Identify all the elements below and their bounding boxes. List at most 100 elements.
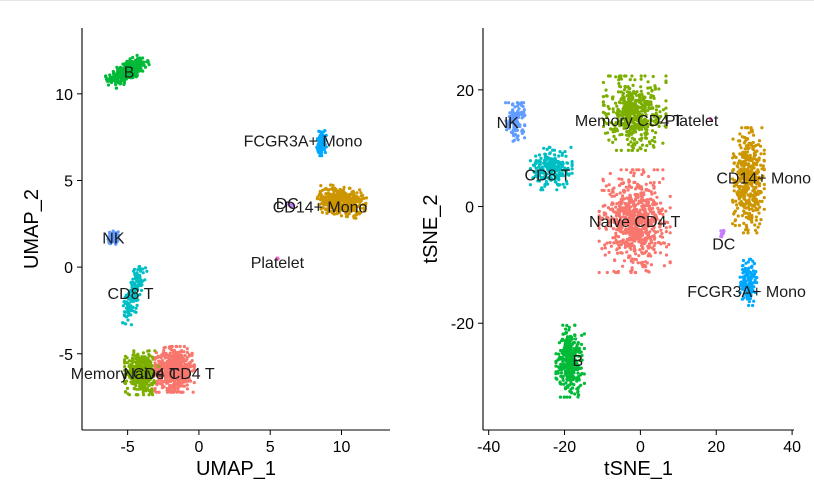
data-point [550, 177, 554, 181]
data-point [746, 231, 750, 235]
data-point [762, 187, 766, 191]
data-point [123, 390, 128, 394]
data-point [570, 167, 574, 171]
data-point [634, 187, 638, 191]
data-point [644, 227, 648, 231]
data-point [107, 234, 111, 238]
data-point [125, 300, 129, 304]
data-point [342, 185, 346, 189]
data-point [353, 204, 357, 208]
data-point [628, 193, 632, 197]
data-point [553, 172, 557, 176]
data-point [622, 197, 627, 201]
data-point [657, 180, 662, 185]
data-point [642, 203, 646, 207]
data-point [735, 203, 739, 207]
data-point [141, 61, 145, 65]
data-point [327, 188, 331, 192]
data-point [622, 121, 626, 126]
data-point [125, 59, 129, 63]
data-point [618, 224, 622, 228]
data-point [634, 102, 638, 106]
data-point [128, 57, 132, 61]
data-point [185, 383, 189, 387]
data-point [614, 270, 618, 275]
data-point [647, 242, 652, 246]
data-point [639, 85, 643, 89]
data-point [572, 376, 576, 380]
data-point [752, 166, 756, 170]
data-point [171, 356, 175, 360]
data-point [600, 247, 604, 251]
data-point [122, 79, 126, 83]
data-point [645, 128, 649, 132]
data-point [757, 211, 761, 215]
cluster-label: Naive CD4 T [589, 214, 681, 231]
data-point [158, 382, 162, 386]
data-point [621, 194, 625, 198]
data-point [331, 211, 335, 215]
data-point [748, 195, 752, 199]
data-point [126, 318, 130, 322]
data-point [743, 151, 747, 155]
data-point [138, 293, 142, 297]
data-point [630, 168, 635, 172]
data-point [570, 343, 574, 347]
data-point [537, 165, 541, 169]
data-point [647, 218, 652, 222]
data-point [617, 84, 622, 88]
data-point [630, 144, 634, 148]
data-point [330, 187, 334, 191]
data-point [668, 225, 672, 229]
data-point [547, 165, 551, 169]
data-point [182, 364, 186, 368]
data-point [603, 243, 607, 247]
data-point [340, 203, 344, 207]
data-point [554, 352, 558, 356]
data-point [163, 378, 167, 382]
data-point [145, 269, 149, 273]
data-point [169, 379, 173, 383]
data-point [357, 210, 361, 214]
data-point [628, 225, 632, 229]
points [104, 53, 369, 397]
y-axis-title: UMAP_2 [21, 189, 43, 269]
data-point [661, 177, 665, 181]
data-point [597, 209, 601, 213]
data-point [176, 386, 180, 390]
data-point [639, 147, 643, 151]
data-point [650, 138, 654, 142]
data-point [744, 270, 748, 274]
data-point [632, 113, 637, 118]
data-point [546, 182, 550, 186]
data-point [741, 263, 745, 268]
data-point [621, 189, 626, 193]
data-point [617, 177, 621, 181]
data-point [140, 288, 144, 292]
data-point [174, 360, 178, 364]
data-point [572, 347, 576, 351]
data-point [559, 371, 564, 375]
data-point [504, 101, 508, 105]
data-point [523, 124, 527, 128]
data-point [629, 230, 633, 234]
points [504, 74, 766, 399]
data-point [742, 196, 746, 200]
data-point [561, 162, 565, 166]
data-point [643, 119, 648, 124]
data-point [565, 370, 569, 374]
data-point [641, 122, 645, 126]
data-point [150, 391, 154, 395]
data-point [543, 174, 548, 178]
data-point [351, 193, 355, 197]
data-point [546, 161, 550, 165]
data-point [761, 164, 765, 168]
data-point [608, 171, 612, 176]
data-point [630, 131, 635, 135]
data-point [147, 349, 151, 353]
data-point [551, 148, 555, 152]
data-point [111, 229, 115, 233]
data-point [319, 192, 323, 196]
data-point [737, 223, 742, 227]
data-point [176, 371, 180, 375]
